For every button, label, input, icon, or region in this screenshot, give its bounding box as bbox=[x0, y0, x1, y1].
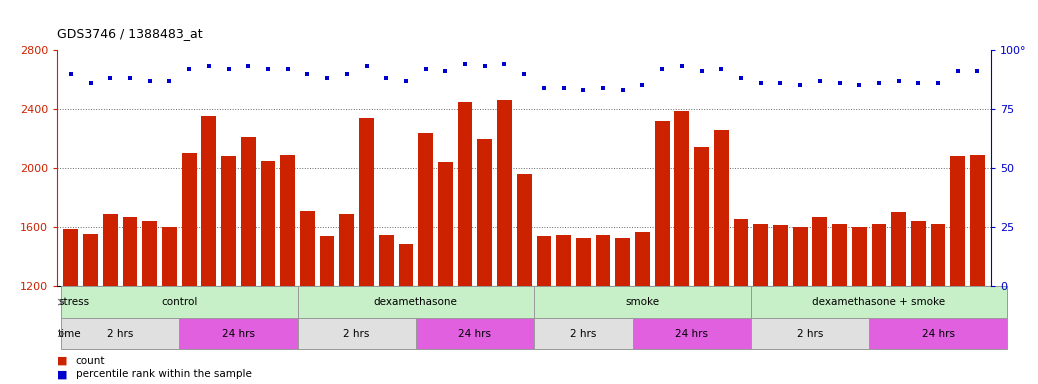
Bar bbox=[477, 139, 492, 286]
Bar bbox=[399, 243, 413, 286]
Text: ■: ■ bbox=[57, 369, 67, 379]
Bar bbox=[734, 219, 748, 286]
Bar bbox=[298, 318, 416, 349]
Bar bbox=[221, 156, 236, 286]
Bar bbox=[379, 235, 393, 286]
Bar bbox=[750, 318, 869, 349]
Bar bbox=[201, 116, 216, 286]
Bar bbox=[180, 318, 298, 349]
Bar bbox=[852, 227, 867, 286]
Bar bbox=[298, 286, 534, 318]
Bar bbox=[83, 234, 98, 286]
Bar bbox=[694, 147, 709, 286]
Bar bbox=[872, 224, 886, 286]
Bar bbox=[911, 221, 926, 286]
Bar bbox=[103, 214, 117, 286]
Text: 24 hrs: 24 hrs bbox=[459, 329, 491, 339]
Bar bbox=[63, 229, 78, 286]
Text: GDS3746 / 1388483_at: GDS3746 / 1388483_at bbox=[57, 27, 202, 40]
Text: ■: ■ bbox=[57, 356, 67, 366]
Bar bbox=[596, 235, 610, 286]
Bar bbox=[813, 217, 827, 286]
Bar bbox=[537, 236, 551, 286]
Text: 24 hrs: 24 hrs bbox=[922, 329, 955, 339]
Bar bbox=[162, 227, 176, 286]
Bar bbox=[517, 174, 531, 286]
Bar bbox=[556, 235, 571, 286]
Bar bbox=[534, 318, 632, 349]
Bar bbox=[320, 236, 334, 286]
Bar bbox=[61, 286, 298, 318]
Text: time: time bbox=[58, 329, 82, 339]
Text: 2 hrs: 2 hrs bbox=[107, 329, 133, 339]
Bar bbox=[632, 318, 750, 349]
Text: percentile rank within the sample: percentile rank within the sample bbox=[76, 369, 251, 379]
Bar bbox=[300, 211, 315, 286]
Bar bbox=[931, 224, 946, 286]
Bar bbox=[675, 111, 689, 286]
Text: stress: stress bbox=[58, 297, 89, 307]
Text: 24 hrs: 24 hrs bbox=[675, 329, 708, 339]
Text: 24 hrs: 24 hrs bbox=[222, 329, 255, 339]
Bar bbox=[438, 162, 453, 286]
Bar bbox=[142, 221, 157, 286]
Bar bbox=[714, 130, 729, 286]
Bar bbox=[951, 156, 965, 286]
Bar bbox=[655, 121, 670, 286]
Text: count: count bbox=[76, 356, 105, 366]
Bar bbox=[61, 318, 180, 349]
Text: dexamethasone: dexamethasone bbox=[374, 297, 458, 307]
Bar bbox=[576, 238, 591, 286]
Bar bbox=[892, 212, 906, 286]
Text: 2 hrs: 2 hrs bbox=[344, 329, 370, 339]
Text: dexamethasone + smoke: dexamethasone + smoke bbox=[813, 297, 946, 307]
Bar bbox=[793, 227, 808, 286]
Text: smoke: smoke bbox=[625, 297, 659, 307]
Bar bbox=[359, 118, 374, 286]
Bar bbox=[754, 224, 768, 286]
Text: 2 hrs: 2 hrs bbox=[570, 329, 597, 339]
Bar bbox=[635, 232, 650, 286]
Bar bbox=[497, 100, 512, 286]
Bar bbox=[241, 137, 255, 286]
Bar bbox=[122, 217, 137, 286]
Bar bbox=[339, 214, 354, 286]
Bar bbox=[418, 133, 433, 286]
Bar bbox=[416, 318, 534, 349]
Bar bbox=[750, 286, 1007, 318]
Bar bbox=[971, 155, 985, 286]
Bar bbox=[869, 318, 1007, 349]
Bar bbox=[534, 286, 750, 318]
Bar bbox=[773, 225, 788, 286]
Bar bbox=[280, 155, 295, 286]
Bar bbox=[182, 153, 196, 286]
Text: control: control bbox=[161, 297, 197, 307]
Text: 2 hrs: 2 hrs bbox=[797, 329, 823, 339]
Bar bbox=[261, 161, 275, 286]
Bar bbox=[832, 224, 847, 286]
Bar bbox=[458, 102, 472, 286]
Bar bbox=[616, 238, 630, 286]
